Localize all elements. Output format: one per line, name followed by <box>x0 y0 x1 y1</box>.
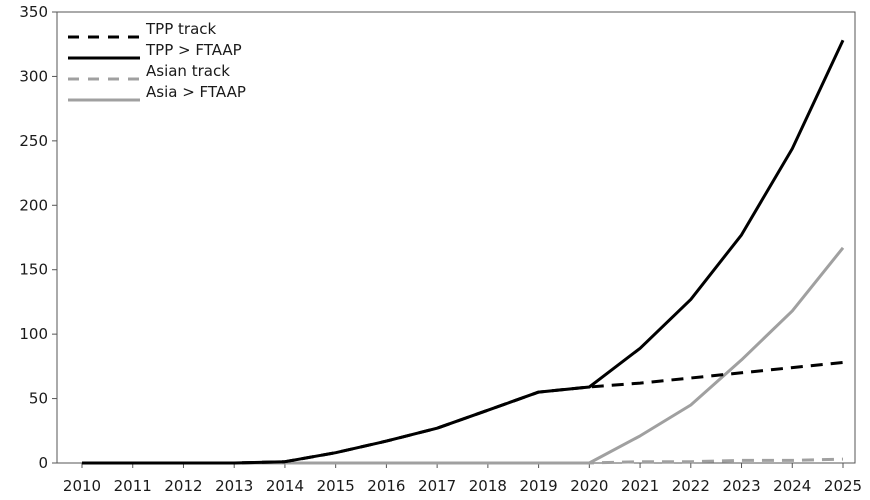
legend-label: Asian track <box>146 62 230 80</box>
legend-label: TPP track <box>145 20 217 38</box>
x-tick-label: 2023 <box>722 477 760 495</box>
x-tick-label: 2011 <box>114 477 152 495</box>
legend-label: Asia > FTAAP <box>146 83 246 101</box>
x-tick-label: 2021 <box>621 477 659 495</box>
legend: TPP track TPP > FTAAP Asian track Asia > FT… <box>68 20 246 102</box>
legend-label: TPP > FTAAP <box>145 41 242 59</box>
x-tick-label: 2010 <box>63 477 101 495</box>
x-tick-label: 2012 <box>164 477 202 495</box>
x-tick-label: 2025 <box>824 477 862 495</box>
x-tick-label: 2020 <box>570 477 608 495</box>
x-tick-label: 2019 <box>520 477 558 495</box>
series-lines <box>82 39 845 465</box>
y-tick-label: 300 <box>19 67 48 85</box>
series-line-0 <box>82 361 844 465</box>
y-tick-label: 100 <box>19 325 48 343</box>
y-tick-label: 50 <box>29 390 48 408</box>
y-tick-label: 150 <box>19 261 48 279</box>
x-tick-label: 2022 <box>672 477 710 495</box>
x-tick-label: 2016 <box>367 477 405 495</box>
y-tick-label: 350 <box>19 3 48 21</box>
y-axis-ticks: 0 50 100 150 200 250 300 350 <box>19 3 57 472</box>
x-tick-label: 2017 <box>418 477 456 495</box>
y-tick-label: 200 <box>19 196 48 214</box>
y-tick-label: 250 <box>19 132 48 150</box>
x-tick-label: 2014 <box>266 477 304 495</box>
x-tick-label: 2018 <box>469 477 507 495</box>
x-tick-label: 2015 <box>317 477 355 495</box>
series-line-1 <box>82 39 845 465</box>
series-line-3 <box>82 246 845 465</box>
x-tick-label: 2024 <box>773 477 811 495</box>
x-axis-ticks: 2010 2011 2012 2013 2014 2015 2016 2017 2018 2019… <box>63 463 862 495</box>
y-tick-label: 0 <box>38 454 48 472</box>
x-tick-label: 2013 <box>215 477 253 495</box>
